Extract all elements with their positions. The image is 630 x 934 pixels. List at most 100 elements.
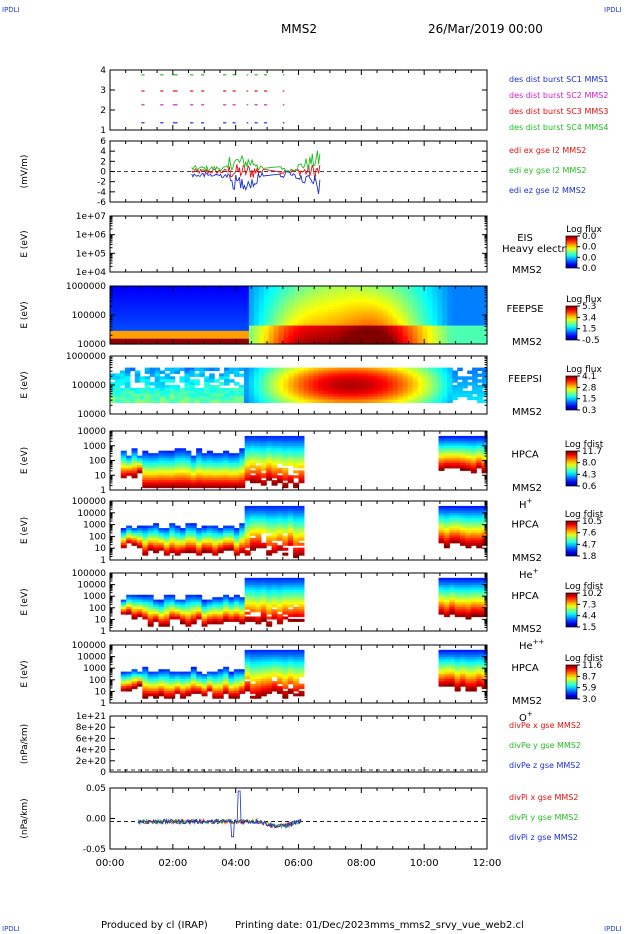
spectrogram-cell	[303, 376, 310, 380]
spectrogram-cell	[234, 367, 240, 372]
spectrogram-cell	[268, 288, 275, 292]
spectrogram-cell	[196, 540, 203, 544]
spectrogram-cell	[392, 325, 399, 329]
spectrogram-cell	[217, 482, 224, 486]
spectrogram-cell	[353, 312, 359, 316]
spectrogram-cell	[185, 542, 192, 546]
spectrogram-cell	[282, 453, 289, 457]
spectrogram-cell	[131, 611, 138, 615]
spectrogram-cell	[217, 472, 224, 476]
spectrogram-cell	[163, 604, 170, 608]
spectrogram-cell	[169, 467, 176, 471]
spectrogram-cell	[124, 312, 131, 316]
spectrogram-cell	[452, 330, 458, 335]
spectrogram-cell	[476, 508, 483, 512]
spectrogram-cell	[397, 341, 404, 345]
spectrogram-cell	[185, 467, 192, 471]
spectrogram-cell	[417, 291, 424, 295]
spectrogram-cell	[124, 301, 131, 306]
spectrogram-cell	[412, 376, 419, 380]
spectrogram-cell	[149, 301, 156, 306]
spectrogram-cell	[303, 293, 310, 298]
spectrogram-cell	[174, 604, 181, 608]
spectrogram-cell	[179, 379, 186, 383]
spectrogram-cell	[184, 288, 190, 292]
spectrogram-cell	[244, 453, 251, 457]
spectrogram-cell	[407, 382, 414, 386]
spectrogram-cell	[303, 338, 310, 342]
spectrogram-cell	[159, 333, 166, 337]
spectrogram-cell	[164, 396, 171, 401]
spectrogram-cell	[142, 530, 149, 534]
spectrogram-cell	[298, 445, 305, 449]
colorbar-tick-label: 10.5	[582, 517, 602, 527]
spectrogram-cell	[153, 537, 160, 541]
spectrogram-cell	[333, 309, 339, 313]
spectrogram-cell	[131, 614, 138, 618]
spectrogram-cell	[402, 309, 409, 313]
spectrogram-cell	[402, 393, 409, 398]
spectrogram-cell	[457, 385, 463, 389]
spectrogram-cell	[147, 540, 154, 544]
spectrogram-cell	[427, 293, 434, 298]
spectrogram-cell	[201, 547, 208, 551]
spectrogram-cell	[253, 390, 260, 395]
spectrogram-cell	[244, 467, 251, 471]
spectrogram-cell	[362, 322, 369, 327]
spectrogram-cell	[239, 460, 246, 464]
efield-series-line	[191, 170, 321, 195]
spectrogram-cell	[273, 336, 280, 340]
spectrogram-cell	[432, 315, 438, 319]
spectrogram-cell	[120, 532, 127, 537]
spectrogram-cell	[282, 597, 289, 601]
y-tick-label: 100000	[72, 311, 107, 321]
spectrogram-cell	[110, 373, 116, 377]
spectrogram-cell	[287, 537, 294, 541]
spectrogram-cell	[422, 317, 429, 321]
spectrogram-cell	[266, 550, 273, 554]
spectrogram-cell	[358, 307, 364, 311]
spectrogram-cell	[443, 518, 450, 522]
spectrogram-cell	[282, 455, 289, 459]
spectrogram-cell	[293, 322, 300, 327]
spectrogram-cell	[149, 328, 156, 332]
spectrogram-cell	[163, 482, 170, 486]
spectrogram-cell	[120, 450, 127, 454]
spectrogram-cell	[268, 341, 275, 345]
spectrogram-cell	[238, 338, 245, 342]
spectrogram-cell	[184, 333, 190, 337]
spectrogram-cell	[233, 540, 240, 544]
spectrogram-cell	[472, 293, 478, 298]
spectrogram-cell	[298, 328, 305, 332]
spectrogram-cell	[449, 465, 456, 469]
spectrogram-cell	[293, 618, 300, 622]
spectrogram-cell	[212, 532, 219, 537]
spectrogram-cell	[387, 382, 394, 386]
spectrogram-cell	[268, 328, 275, 332]
spectrogram-cell	[114, 317, 121, 321]
spectrogram-cell	[432, 304, 438, 308]
spectrogram-cell	[367, 304, 374, 308]
spectrogram-cell	[120, 453, 127, 457]
spectrogram-cell	[348, 293, 354, 298]
spectrogram-cell	[206, 485, 213, 489]
spectrogram-cell	[179, 336, 186, 340]
spectrogram-cell	[142, 453, 149, 457]
spectrogram-cell	[199, 315, 205, 319]
spectrogram-cell	[194, 286, 200, 290]
spectrogram-cell	[144, 376, 151, 380]
spectrogram-cell	[271, 602, 278, 606]
spectrogram-cell	[238, 367, 245, 372]
spectrogram-cell	[298, 435, 305, 439]
spectrogram-cell	[343, 309, 349, 313]
spectrogram-cell	[303, 296, 310, 300]
spectrogram-cell	[465, 443, 472, 447]
spectrogram-cell	[159, 370, 166, 374]
spectrogram-cell	[260, 445, 267, 449]
spectrogram-cell	[144, 315, 151, 319]
spectrogram-cell	[323, 376, 329, 380]
spectrogram-cell	[392, 317, 399, 321]
spectrogram-cell	[372, 307, 379, 311]
spectrogram-cell	[353, 328, 359, 332]
spectrogram-cell	[184, 379, 190, 383]
